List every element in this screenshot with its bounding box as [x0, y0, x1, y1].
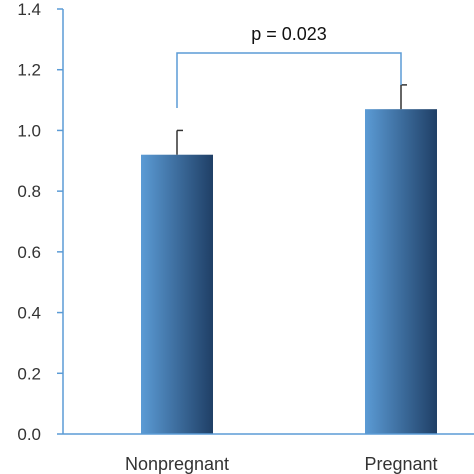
category-label-pregnant: Pregnant	[364, 454, 437, 474]
y-tick-label: 1.2	[17, 61, 41, 80]
category-labels: Nonpregnant Pregnant	[125, 454, 438, 474]
p-value-label: p = 0.023	[251, 24, 327, 44]
significance-bracket	[176, 52, 402, 108]
y-tick-label: 0.2	[17, 364, 41, 383]
category-label-nonpregnant: Nonpregnant	[125, 454, 229, 474]
bars	[141, 109, 437, 434]
significance-annotation: p = 0.023	[176, 24, 402, 108]
y-tick-label: 1.0	[17, 121, 41, 140]
y-tick-label: 0.8	[17, 182, 41, 201]
y-tick-label: 0.0	[17, 425, 41, 444]
y-tick-labels: 0.0 0.2 0.4 0.6 0.8 1.0 1.2 1.4	[17, 0, 41, 444]
bar-pregnant	[365, 109, 437, 434]
y-ticks	[57, 8, 63, 435]
bar-nonpregnant	[141, 154, 213, 434]
y-tick-label: 0.4	[17, 304, 41, 323]
error-bars	[176, 84, 407, 155]
y-tick-label: 1.4	[17, 0, 41, 19]
y-tick-label: 0.6	[17, 243, 41, 262]
